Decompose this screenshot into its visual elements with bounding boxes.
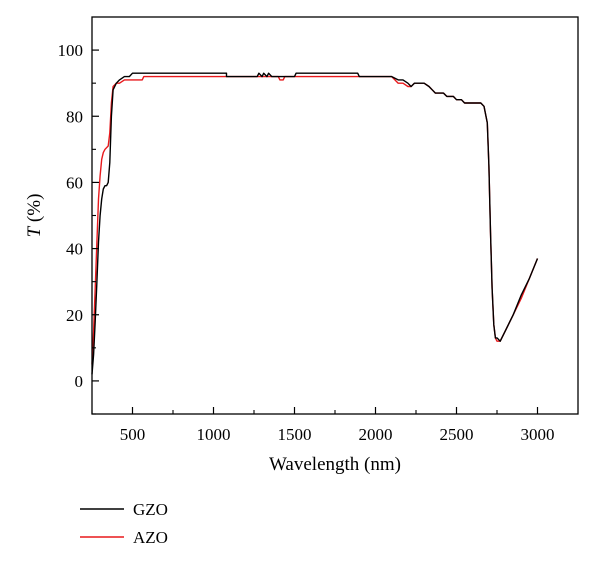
x-axis-label: Wavelength (nm) — [269, 454, 401, 475]
plot-series — [91, 72, 539, 375]
x-tick-label: 2000 — [359, 425, 393, 444]
legend: GZO AZO — [80, 500, 168, 547]
y-axis-label: T (%) — [24, 194, 45, 238]
series-line-gzo — [91, 72, 539, 375]
x-axis: 500 1000 1500 2000 2500 3000 — [91, 407, 555, 444]
y-axis-label-unit: (%) — [24, 194, 45, 227]
y-tick-label: 20 — [66, 306, 83, 325]
legend-label-gzo: GZO — [133, 500, 168, 519]
y-tick-label: 60 — [66, 173, 83, 192]
x-tick-label: 1500 — [278, 425, 312, 444]
y-tick-label: 80 — [66, 107, 83, 126]
y-tick-label: 0 — [75, 372, 84, 391]
x-tick-label: 500 — [120, 425, 146, 444]
y-tick-label: 40 — [66, 240, 83, 259]
y-axis-label-symbol: T — [24, 225, 45, 237]
x-tick-label: 3000 — [521, 425, 555, 444]
x-tick-label: 2500 — [440, 425, 474, 444]
legend-label-azo: AZO — [133, 528, 168, 547]
y-axis: 0 20 40 60 80 100 — [58, 41, 99, 415]
series-line-azo — [91, 75, 539, 365]
x-tick-label: 1000 — [197, 425, 231, 444]
y-tick-label: 100 — [58, 41, 84, 60]
